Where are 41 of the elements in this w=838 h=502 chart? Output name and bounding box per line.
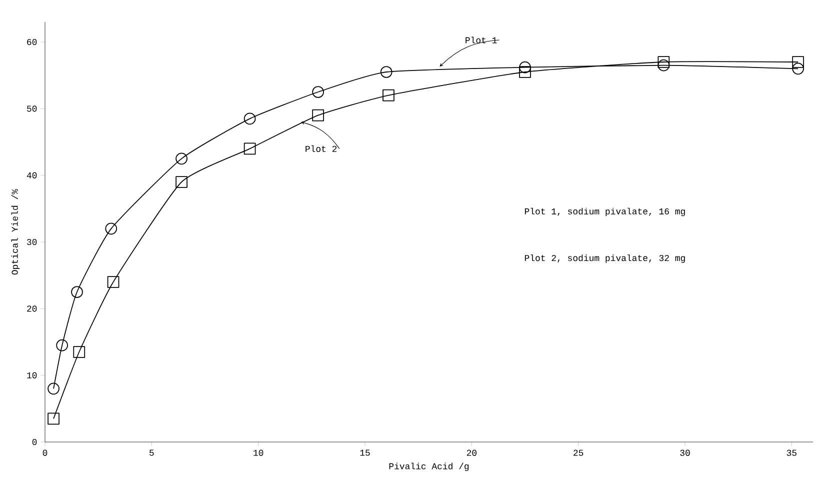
- x-tick-label: 20: [466, 450, 476, 456]
- y-tick-label: 40: [26, 172, 37, 178]
- point: [176, 176, 188, 188]
- point: [244, 142, 256, 155]
- point: [48, 412, 60, 425]
- point: [105, 222, 118, 235]
- x-tick-label: 0: [42, 450, 48, 456]
- annotation: Plot 2: [306, 145, 337, 152]
- point: [519, 61, 531, 74]
- y-tick-label: 60: [27, 38, 37, 46]
- y-tick-label: 10: [27, 372, 37, 378]
- point: [658, 56, 670, 68]
- y-tick-label: 0: [32, 438, 37, 446]
- x-tick-label: 15: [360, 450, 370, 456]
- x-axis-title: Pivalic Acid /g: [389, 462, 469, 472]
- x-tick-label: 25: [574, 450, 584, 456]
- y-axis-title: Optical Yield /%: [11, 188, 20, 275]
- point: [792, 62, 804, 75]
- point: [382, 89, 394, 102]
- annotation: Plot 2, sodium pivalate, 32 mg: [524, 254, 685, 263]
- point: [71, 286, 83, 298]
- point: [244, 112, 256, 125]
- y-tick-label: 30: [27, 238, 37, 246]
- point: [312, 86, 324, 98]
- point: [792, 56, 804, 68]
- point: [73, 346, 86, 358]
- point: [658, 59, 670, 72]
- point: [519, 66, 531, 78]
- point: [312, 109, 324, 122]
- x-tick-label: 35: [786, 450, 796, 456]
- point: [48, 382, 60, 395]
- x-tick-label: 10: [254, 450, 264, 456]
- point: [176, 152, 188, 165]
- annotation: Plot 1, sodium pivalate, 16 mg: [524, 208, 685, 216]
- y-tick-label: 50: [27, 106, 37, 112]
- x-tick-label: 30: [680, 450, 690, 456]
- x-tick-label: 5: [150, 450, 154, 456]
- y-tick-label: 20: [27, 306, 37, 312]
- point: [107, 276, 120, 288]
- point: [380, 66, 392, 78]
- point: [56, 339, 68, 352]
